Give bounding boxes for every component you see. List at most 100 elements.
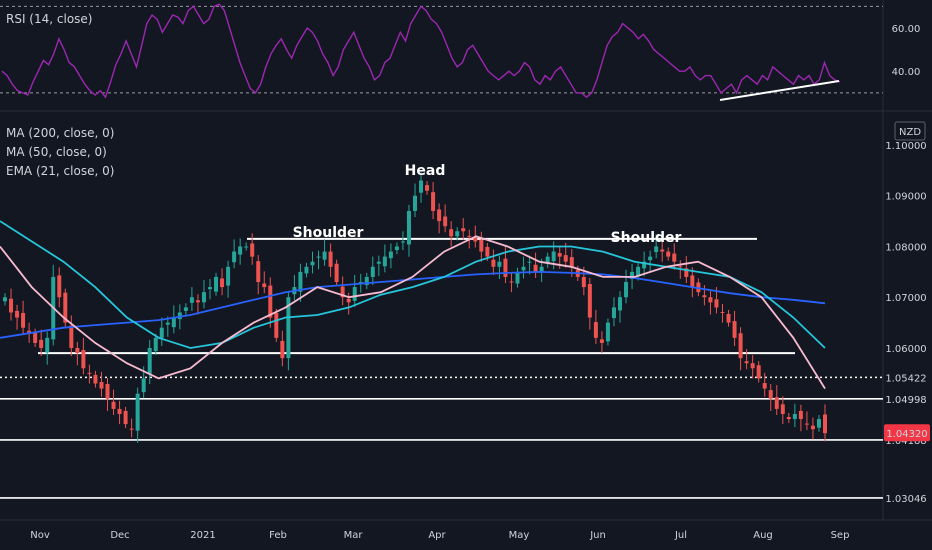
candle-body <box>105 384 110 399</box>
candle <box>756 361 761 383</box>
candle-body <box>177 312 182 320</box>
candle-body <box>99 381 104 389</box>
candle <box>738 327 743 371</box>
candle <box>533 252 538 278</box>
candle <box>87 364 92 384</box>
candle-body <box>129 428 134 430</box>
candle-body <box>642 261 647 269</box>
candle-body <box>334 263 339 283</box>
candle-body <box>714 299 719 308</box>
candle <box>316 250 321 270</box>
time-tick-label: Jun <box>589 530 606 541</box>
candle-body <box>135 393 140 431</box>
candle-body <box>762 383 767 389</box>
candle-body <box>804 423 809 425</box>
candle-body <box>527 261 532 263</box>
candle-body <box>201 292 206 303</box>
candle <box>238 238 243 265</box>
candle-body <box>388 251 393 259</box>
time-tick-label: Nov <box>30 530 50 541</box>
candle-body <box>220 278 225 288</box>
candle <box>780 396 785 425</box>
candle-body <box>509 281 514 283</box>
candle-body <box>636 266 641 277</box>
candle-body <box>346 298 351 303</box>
candle-body <box>774 397 779 409</box>
candle-body <box>75 347 80 354</box>
ema21-line <box>0 235 826 390</box>
candle <box>497 255 502 279</box>
candle-body <box>816 419 821 428</box>
candle-body <box>310 261 315 266</box>
candle <box>394 242 399 255</box>
candle-body <box>443 216 448 227</box>
candle <box>406 204 411 257</box>
level-label: 1.04998 <box>885 395 926 406</box>
candle <box>611 297 616 327</box>
candle-body <box>123 410 128 425</box>
candle-body <box>648 256 653 261</box>
ma50-legend[interactable]: MA (50, close, 0) <box>6 145 107 159</box>
candle-body <box>159 327 164 338</box>
candle-body <box>557 253 562 257</box>
candle <box>587 277 592 330</box>
candle <box>732 310 737 346</box>
candle-body <box>449 229 454 237</box>
candle-body <box>455 231 460 237</box>
price-tick-label: 1.10000 <box>885 141 926 152</box>
candle <box>726 309 731 327</box>
candle-body <box>214 276 219 292</box>
candle-body <box>394 246 399 251</box>
candle <box>364 272 369 290</box>
candle <box>624 269 629 304</box>
candle-body <box>798 410 803 420</box>
candle <box>123 406 128 429</box>
candle <box>750 355 755 379</box>
candle <box>768 384 773 411</box>
candle <box>214 272 219 296</box>
candle-body <box>599 339 604 343</box>
candle-body <box>364 276 369 286</box>
candle-body <box>340 286 345 298</box>
candle-body <box>666 251 671 257</box>
candle-body <box>286 297 291 359</box>
candle-body <box>786 417 791 420</box>
candle-body <box>238 246 243 255</box>
currency-box[interactable] <box>894 121 926 141</box>
candle-body <box>792 413 797 420</box>
candle-body <box>624 282 629 298</box>
ma200-legend[interactable]: MA (200, close, 0) <box>6 126 114 140</box>
candle <box>720 303 725 323</box>
ema21-legend[interactable]: EMA (21, close, 0) <box>6 164 114 178</box>
candle-body <box>9 298 14 313</box>
candle <box>798 404 803 432</box>
candle-body <box>304 266 309 274</box>
candle <box>256 255 261 295</box>
candle-body <box>189 297 194 303</box>
candle <box>605 318 610 346</box>
rsi-legend[interactable]: RSI (14, close) <box>6 12 92 26</box>
candle-body <box>39 339 44 348</box>
candle-body <box>479 239 484 252</box>
candle <box>232 239 237 269</box>
rsi-tick-label: 60.00 <box>892 24 921 35</box>
rsi-tick-label: 40.00 <box>892 67 921 78</box>
level-label-bg <box>884 390 930 407</box>
price-tick-label: 1.09000 <box>885 192 926 203</box>
candle <box>21 300 26 334</box>
candle-body <box>497 261 502 267</box>
candle <box>99 371 104 397</box>
candle <box>792 403 797 428</box>
candle <box>15 304 20 330</box>
time-tick-label: Aug <box>753 530 773 541</box>
level-label: 1.05422 <box>885 373 926 384</box>
price-tick-label: 1.06000 <box>885 344 926 355</box>
candle <box>816 414 821 432</box>
candle <box>201 279 206 309</box>
rsi-line <box>1 3 841 99</box>
candle <box>425 181 430 195</box>
candle-body <box>702 295 707 298</box>
candle <box>382 244 387 273</box>
candle <box>648 250 653 273</box>
